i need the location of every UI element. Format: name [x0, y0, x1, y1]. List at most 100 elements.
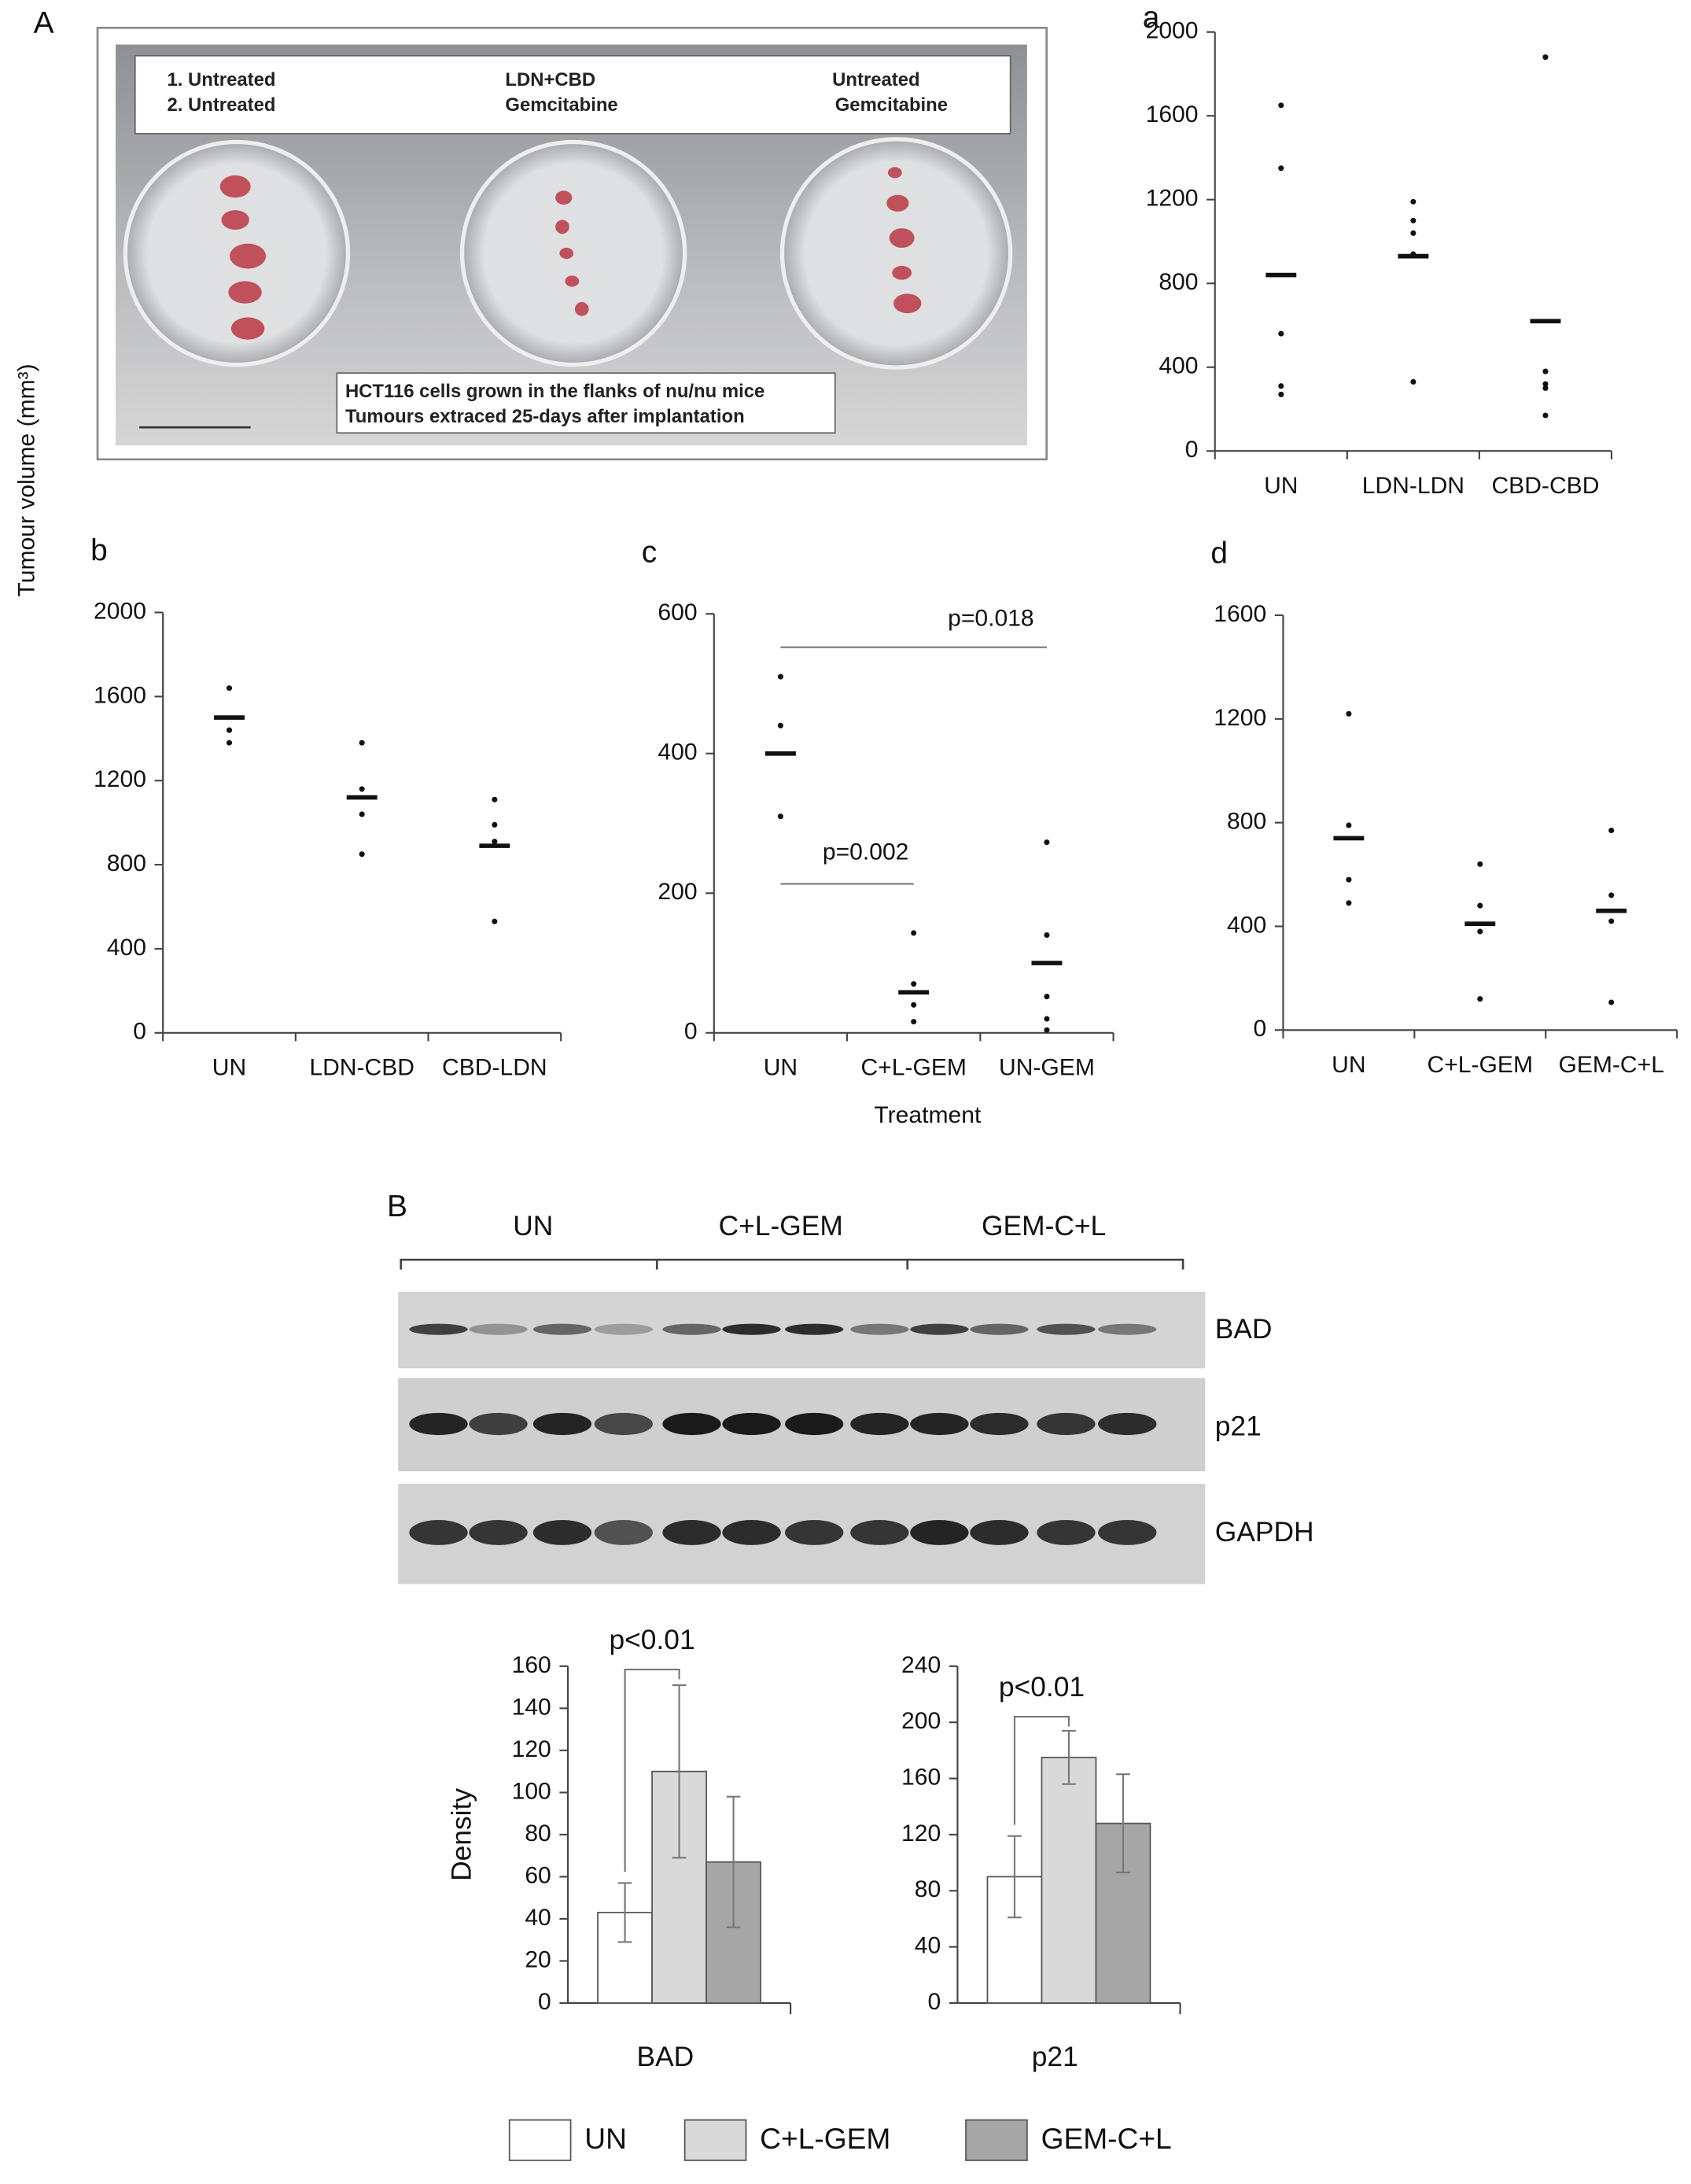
blot-band [594, 1520, 653, 1545]
data-point [1044, 1016, 1050, 1022]
blot-band [1098, 1323, 1157, 1335]
blot-band [910, 1520, 969, 1545]
data-point [1542, 381, 1549, 387]
data-point [1346, 900, 1352, 906]
annotation: p<0.01 [999, 1672, 1085, 1703]
x-tick-label: CBD-CBD [1491, 473, 1599, 499]
data-point [226, 740, 233, 746]
blot-band [469, 1412, 528, 1436]
legend-swatch [965, 2119, 1028, 2161]
y-tick-label: 100 [512, 1778, 551, 1804]
y-tick-label: 0 [1185, 437, 1199, 463]
photo: 1. Untreated 2. Untreated LDN+CBD Gemcit… [96, 27, 1048, 461]
x-tick-label: GEM-C+L [1558, 1052, 1663, 1078]
data-point [1542, 54, 1549, 61]
x-tick-label: CBD-LDN [442, 1055, 547, 1081]
data-point [359, 740, 365, 746]
data-point [492, 821, 498, 828]
data-point [911, 1019, 917, 1025]
blot-band [594, 1323, 653, 1335]
blot-band [409, 1323, 468, 1335]
panel-label: b [90, 534, 108, 568]
data-point [1278, 330, 1284, 337]
blot-band [409, 1520, 468, 1545]
y-tick-label: 400 [658, 740, 697, 766]
band-label: GAPDH [1215, 1517, 1314, 1548]
blot-band [910, 1323, 969, 1335]
data-point [1044, 932, 1050, 939]
blot-band [785, 1412, 844, 1436]
y-tick-label: 2000 [94, 598, 146, 624]
y-tick-label: 1600 [1214, 601, 1266, 627]
y-tick-label: 200 [901, 1708, 941, 1734]
y-tick-label: 400 [1159, 353, 1198, 379]
data-point [911, 981, 917, 987]
data-point [1044, 1027, 1050, 1033]
data-point [1608, 999, 1615, 1005]
x-tick-label: LDN-CBD [309, 1055, 414, 1081]
y-tick-label: 20 [525, 1946, 551, 1972]
data-point [777, 673, 783, 680]
data-point [1410, 217, 1417, 223]
dish [779, 137, 1013, 370]
data-point [1278, 391, 1284, 397]
blot-band [662, 1520, 721, 1545]
data-point [1278, 102, 1284, 109]
blot-band [850, 1520, 909, 1545]
blot-band [970, 1520, 1029, 1545]
annotation: p=0.002 [823, 839, 909, 865]
photo-label: LDN+CBD [505, 69, 595, 90]
y-tick-label: 200 [658, 879, 697, 905]
y-tick-label: 80 [915, 1876, 941, 1902]
photo-label: Gemcitabine [505, 94, 617, 116]
x-axis-label: BAD [637, 2042, 694, 2072]
caption-box [336, 372, 836, 434]
blot-band [1037, 1323, 1096, 1335]
panel-label: c [642, 535, 657, 569]
data-point [1477, 902, 1483, 909]
y-tick-label: 120 [901, 1821, 941, 1846]
significance-bracket [1013, 1715, 1070, 1825]
y-tick-label: 800 [1159, 269, 1198, 295]
data-point [226, 685, 233, 692]
data-point [1477, 928, 1483, 935]
x-tick-label: UN [1332, 1052, 1365, 1078]
blot-band [850, 1323, 909, 1335]
blot-band [785, 1323, 844, 1335]
annotation: p=0.018 [948, 605, 1034, 631]
data-point [1346, 822, 1352, 828]
photo-caption: HCT116 cells grown in the flanks of nu/n… [345, 381, 764, 402]
data-point [1542, 368, 1549, 374]
band-label: p21 [1215, 1411, 1262, 1442]
y-tick-label: 800 [107, 850, 146, 876]
y-tick-label: 1600 [1146, 101, 1199, 127]
y-tick-label: 1200 [1214, 705, 1266, 731]
blot-band [469, 1323, 528, 1335]
legend-label: C+L-GEM [760, 2122, 890, 2155]
data-point [1542, 385, 1549, 391]
data-point [1608, 918, 1615, 924]
y-tick-label: 140 [512, 1694, 551, 1720]
data-point [359, 786, 365, 792]
legend-swatch [508, 2119, 572, 2161]
y-tick-label: 160 [512, 1652, 551, 1678]
y-tick-label: 400 [1227, 912, 1266, 938]
blot-band [970, 1323, 1029, 1335]
band-label: BAD [1215, 1314, 1273, 1345]
y-tick-label: 40 [915, 1933, 941, 1959]
blot-band [850, 1412, 909, 1436]
panel-label: d [1210, 537, 1228, 570]
data-point [1542, 412, 1549, 419]
blot-band [785, 1520, 844, 1545]
data-point [492, 839, 498, 845]
y-tick-label: 1200 [94, 766, 146, 792]
data-point [1477, 861, 1483, 867]
x-axis-label: Treatment [874, 1102, 982, 1128]
data-point [911, 930, 917, 936]
bar [651, 1770, 707, 2004]
data-point [1044, 839, 1050, 846]
x-tick-label: C+L-GEM [1428, 1052, 1533, 1078]
x-tick-label: UN [1264, 473, 1298, 499]
x-tick-label: LDN-LDN [1362, 473, 1464, 499]
